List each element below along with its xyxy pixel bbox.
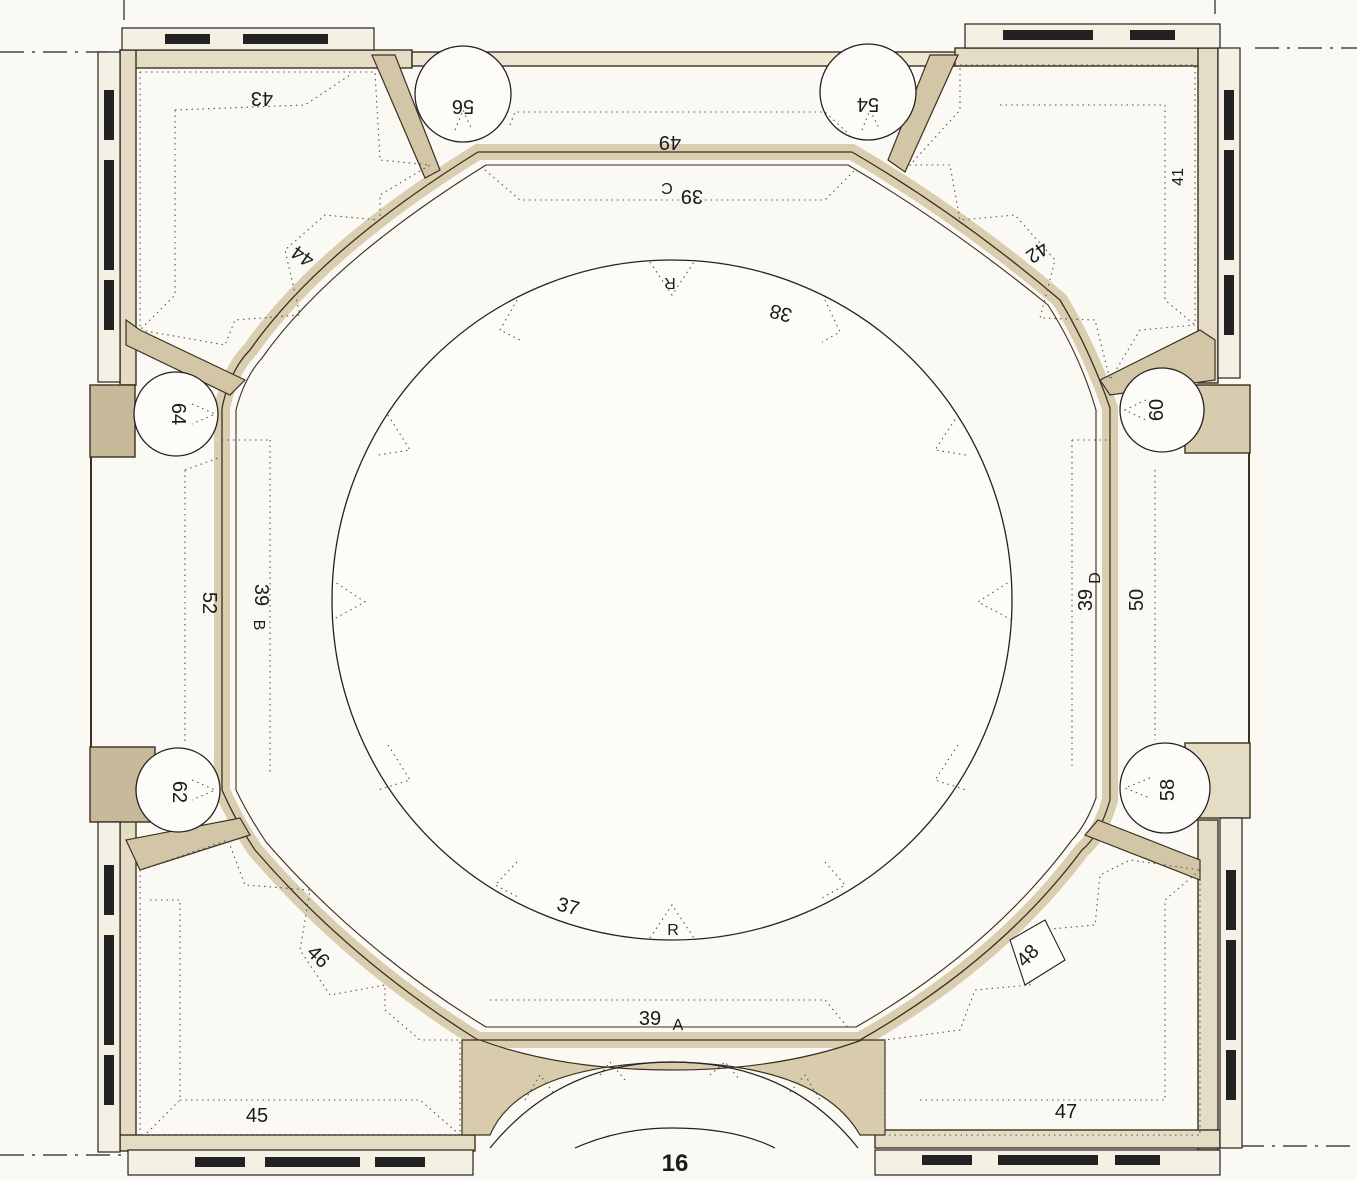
column-56 [414,45,512,143]
dotted-compartments [139,64,1201,1136]
dome-circle [331,259,1013,941]
dome-markers [331,261,1013,939]
window-hatching [104,30,1236,1167]
column-62 [135,747,221,833]
label-r-top: R [664,274,676,291]
octagon-wall [214,144,1118,1048]
label-39b-letter: B [250,620,267,631]
label-54: 54 [857,93,879,115]
label-58: 58 [1157,779,1179,801]
column-60 [1119,367,1205,453]
label-43: 43 [251,87,273,109]
column-64 [133,371,219,457]
label-47: 47 [1055,1101,1077,1123]
label-r-bottom: R [667,922,679,939]
label-39b: 39 [250,584,272,606]
label-39a: 39 [639,1008,661,1030]
label-46: 46 [302,941,333,972]
label-49: 49 [659,131,681,153]
axis-lines [0,0,1357,1156]
label-60: 60 [1146,399,1168,421]
label-39c: 39 [681,185,703,207]
label-45: 45 [246,1105,268,1127]
label-39a-letter: A [673,1017,684,1034]
label-39d: 39 [1075,589,1097,611]
page-number: 16 [662,1150,689,1177]
label-39c-letter: C [661,179,673,196]
label-50: 50 [1126,589,1148,611]
columns [133,43,1211,834]
label-64: 64 [167,403,189,425]
label-56: 56 [452,95,474,117]
column-58 [1119,742,1211,834]
label-39d-letter: D [1087,572,1104,584]
column-54 [819,43,917,141]
label-52: 52 [198,592,220,614]
bottom-apse [489,1061,859,1149]
label-62: 62 [168,781,190,803]
label-41: 41 [1170,168,1187,186]
diagonal-plates [1009,919,1066,986]
